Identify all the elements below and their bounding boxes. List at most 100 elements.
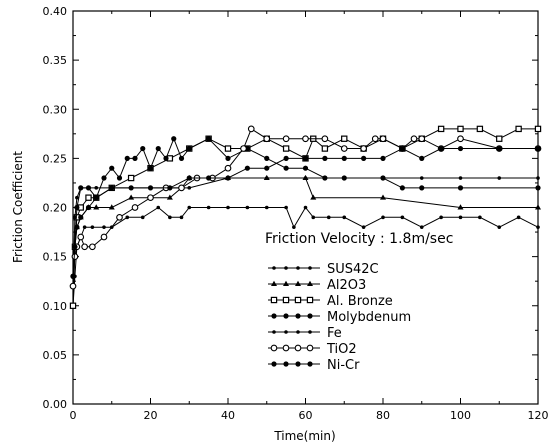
data-point <box>167 185 173 191</box>
y-tick-label: 0.20 <box>43 202 68 215</box>
legend-swatch-marker <box>270 296 278 304</box>
legend-swatch-marker <box>272 266 276 270</box>
data-point <box>156 205 161 210</box>
data-point <box>361 225 366 229</box>
data-point <box>536 176 540 180</box>
legend-swatch-marker <box>307 313 313 319</box>
data-point <box>535 204 541 210</box>
series-group <box>70 145 541 279</box>
legend-label: SUS42C <box>327 262 379 277</box>
data-point <box>78 186 83 190</box>
legend-swatch-marker <box>271 280 277 286</box>
data-point <box>381 215 385 220</box>
data-point <box>131 204 139 211</box>
legend-swatch-marker <box>270 344 278 352</box>
data-point <box>419 185 425 191</box>
x-tick-label: 40 <box>221 409 235 422</box>
data-point <box>419 225 424 229</box>
data-point <box>437 125 445 133</box>
data-point <box>244 165 250 171</box>
data-point <box>302 165 309 171</box>
data-point <box>457 145 464 152</box>
data-point <box>147 194 154 202</box>
data-point <box>399 145 405 152</box>
data-point <box>478 215 482 220</box>
data-point <box>187 205 192 210</box>
data-point <box>226 205 230 210</box>
data-point <box>186 145 192 152</box>
data-point <box>380 155 386 161</box>
legend-label: TiO2 <box>326 342 357 357</box>
data-point <box>128 194 135 200</box>
data-point <box>303 176 308 180</box>
data-point <box>77 233 85 241</box>
data-point <box>127 174 135 182</box>
legend-swatch-marker <box>284 330 288 334</box>
data-point <box>69 302 77 309</box>
data-point <box>535 145 541 152</box>
data-point <box>457 135 464 143</box>
data-point <box>400 215 405 220</box>
data-point <box>147 185 154 191</box>
legend-swatch-marker <box>272 330 276 334</box>
legend-swatch-marker <box>295 313 301 319</box>
legend-swatch-marker <box>307 361 313 367</box>
data-point <box>81 243 88 251</box>
legend-swatch-marker <box>306 344 314 352</box>
legend-swatch-marker <box>306 296 314 304</box>
legend-swatch-marker <box>295 361 301 367</box>
data-point <box>321 145 329 152</box>
legend-swatch-marker <box>283 361 289 367</box>
data-point <box>381 176 385 180</box>
data-point <box>283 155 289 161</box>
data-point <box>109 165 115 171</box>
data-point <box>342 215 347 220</box>
data-point <box>457 185 464 191</box>
data-point <box>361 155 367 161</box>
data-point <box>86 186 91 190</box>
legend-swatch-marker <box>271 361 277 367</box>
y-tick-label: 0.40 <box>43 5 68 18</box>
data-point <box>245 205 250 210</box>
data-point <box>147 165 154 171</box>
data-point <box>224 145 232 152</box>
x-tick-label: 120 <box>528 409 549 422</box>
legend-swatch-marker <box>308 266 312 270</box>
data-point <box>206 136 212 142</box>
legend-label: Al2O3 <box>327 278 366 293</box>
data-point <box>282 135 290 143</box>
data-point <box>264 176 269 180</box>
legend-swatch-marker <box>307 280 313 286</box>
legend-swatch-marker <box>296 330 300 334</box>
legend-swatch-marker <box>271 313 277 319</box>
series-layer <box>69 125 542 309</box>
data-point <box>310 194 317 200</box>
data-point <box>458 176 463 180</box>
legend-label: Molybdenum <box>327 310 411 325</box>
x-tick-label: 20 <box>144 409 158 422</box>
legend-swatch-marker <box>283 280 289 286</box>
data-point <box>73 215 77 220</box>
data-point <box>186 175 192 181</box>
data-point <box>263 135 271 143</box>
friction-velocity-annotation: Friction Velocity : 1.8m/sec <box>265 231 453 247</box>
data-point <box>206 205 211 210</box>
data-point <box>341 135 348 142</box>
data-point <box>93 195 99 201</box>
data-point <box>476 125 484 133</box>
data-point <box>72 244 78 250</box>
y-tick-label: 0.15 <box>43 251 68 264</box>
series-group <box>71 176 540 288</box>
data-point <box>264 205 269 210</box>
data-point <box>240 145 247 152</box>
data-point <box>458 215 463 220</box>
y-tick-label: 0.00 <box>43 398 68 411</box>
data-point <box>439 215 443 220</box>
data-point <box>85 194 92 201</box>
data-point <box>516 215 521 220</box>
data-point <box>69 282 77 290</box>
data-point <box>155 145 161 152</box>
data-point <box>179 215 184 220</box>
legend-swatch-marker <box>282 296 290 304</box>
